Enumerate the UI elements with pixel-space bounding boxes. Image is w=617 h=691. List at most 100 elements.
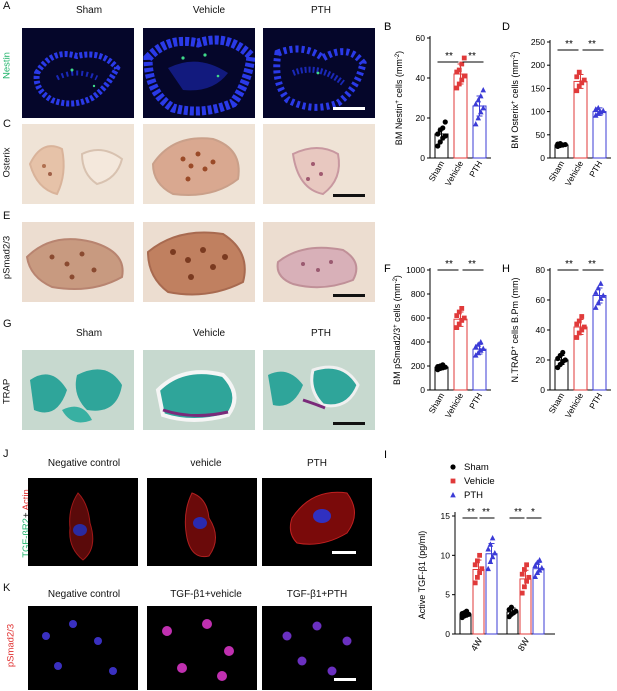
data-point (440, 125, 446, 131)
micrograph-osterix-sham (22, 124, 134, 204)
row-label-osterix: Osterix (1, 147, 13, 178)
chart-letter: B (384, 21, 391, 33)
chart-i: I Active TGF-β1 (pg/ml) Sham Vehicle PTH 0 5 10… (384, 449, 555, 653)
data-point (539, 564, 545, 571)
sig-marker: ** (467, 507, 475, 518)
legend-marker (450, 464, 456, 470)
y-tick-label: 0 (420, 385, 425, 395)
data-point (595, 110, 602, 116)
col-header-negative-control-k: Negative control (47, 589, 121, 600)
col-header-tgfb1-pth: TGF-β1+PTH (286, 589, 348, 600)
scale-bar (333, 294, 365, 297)
micrograph-psmad-if-vehicle (147, 606, 257, 690)
data-point (489, 553, 496, 560)
y-axis-label: BM pSmad2/3+ cells (mm-2) (392, 275, 402, 385)
sig-marker: * (531, 507, 535, 518)
x-tick-label: PTH (467, 159, 484, 179)
chart-h: HN.TRAP+ cells B.Pm (mm) 0 20 40 60 80 ShamVeh… (502, 259, 611, 420)
y-tick-label: 20 (416, 113, 426, 123)
y-tick-label: 40 (416, 73, 426, 83)
data-point (487, 558, 494, 565)
col-header-vehicle-if: vehicle (190, 458, 222, 469)
data-point (592, 289, 599, 295)
data-point (524, 578, 529, 584)
y-tick-label: 50 (536, 130, 546, 140)
y-tick-label: 20 (536, 355, 546, 365)
data-point (595, 300, 602, 306)
chart-letter: H (502, 263, 510, 275)
data-point (454, 325, 460, 330)
data-point (456, 81, 462, 87)
row-label-psmad: pSmad2/3 (1, 235, 13, 280)
sig-marker: ** (588, 259, 596, 270)
micrograph-osterix-pth (263, 124, 375, 204)
bar (485, 553, 498, 635)
data-point (464, 608, 470, 614)
y-tick-label: 80 (536, 265, 546, 275)
y-tick-label: 250 (531, 37, 545, 47)
data-point (459, 306, 465, 311)
data-point (524, 562, 529, 568)
data-point (595, 104, 602, 111)
y-tick-label: 0 (540, 153, 545, 163)
data-point (600, 107, 607, 114)
x-tick-label: Sham (546, 159, 566, 183)
y-tick-label: 200 (531, 60, 545, 70)
row-label-trap: TRAP (1, 378, 13, 405)
scale-bar (333, 107, 365, 110)
micrograph-psmad-pth (263, 222, 375, 302)
y-tick-label: 40 (536, 325, 546, 335)
chart-f: FBM pSmad2/3+ cells (mm-2) 0 200 400 600 800 1… (384, 259, 491, 420)
data-point (475, 115, 482, 121)
data-point (532, 573, 538, 579)
data-point (592, 304, 599, 310)
data-point (480, 345, 487, 351)
legend-marker (450, 492, 456, 498)
data-point (536, 557, 543, 563)
micrograph-if-vehicle (147, 478, 257, 566)
row-label-psmad-if: pSmad2/3 (5, 623, 17, 668)
data-point (508, 604, 514, 610)
y-tick-label: 600 (411, 313, 425, 323)
sig-marker: ** (445, 51, 453, 62)
data-point (522, 567, 527, 572)
data-point (519, 571, 525, 577)
micrograph-psmad-sham (22, 222, 134, 302)
data-point (574, 335, 580, 340)
y-tick-label: 0 (540, 385, 545, 395)
panel-label-j: J (3, 448, 9, 460)
data-point (440, 362, 446, 368)
data-point (480, 105, 487, 111)
micrograph-psmad-if-negative (28, 606, 138, 690)
sig-marker: ** (565, 39, 573, 50)
x-tick-label: PTH (587, 159, 604, 179)
legend-label: Vehicle (464, 476, 495, 487)
y-tick-label: 60 (536, 295, 546, 305)
micrograph-psmad-if-pth (262, 606, 372, 690)
data-point (519, 590, 525, 596)
data-point (477, 339, 484, 345)
legend-label: PTH (464, 490, 483, 501)
col-header-pth-if: PTH (307, 458, 327, 469)
data-point (579, 327, 585, 333)
y-tick-label: 1000 (406, 265, 425, 275)
col-header-sham: Sham (75, 5, 103, 16)
data-point (475, 97, 482, 103)
data-point (442, 119, 448, 125)
chart-letter: I (384, 449, 387, 461)
y-tick-label: 400 (411, 337, 425, 347)
data-point (513, 608, 519, 614)
data-point (477, 93, 484, 99)
data-point (472, 101, 479, 107)
scale-bar (333, 194, 365, 197)
col-header-negative-control: Negative control (47, 458, 121, 469)
y-tick-label: 0 (445, 629, 450, 639)
legend-label: Sham (464, 462, 489, 473)
data-point (532, 562, 538, 568)
data-point (456, 309, 462, 315)
data-point (475, 558, 480, 564)
chart-b: B BM Nestin+ cells (mm-2) 0 20 40 60 ShamVehic… (384, 21, 491, 188)
data-point (472, 562, 478, 568)
panel-label-k: K (3, 582, 11, 594)
data-point (454, 85, 460, 91)
